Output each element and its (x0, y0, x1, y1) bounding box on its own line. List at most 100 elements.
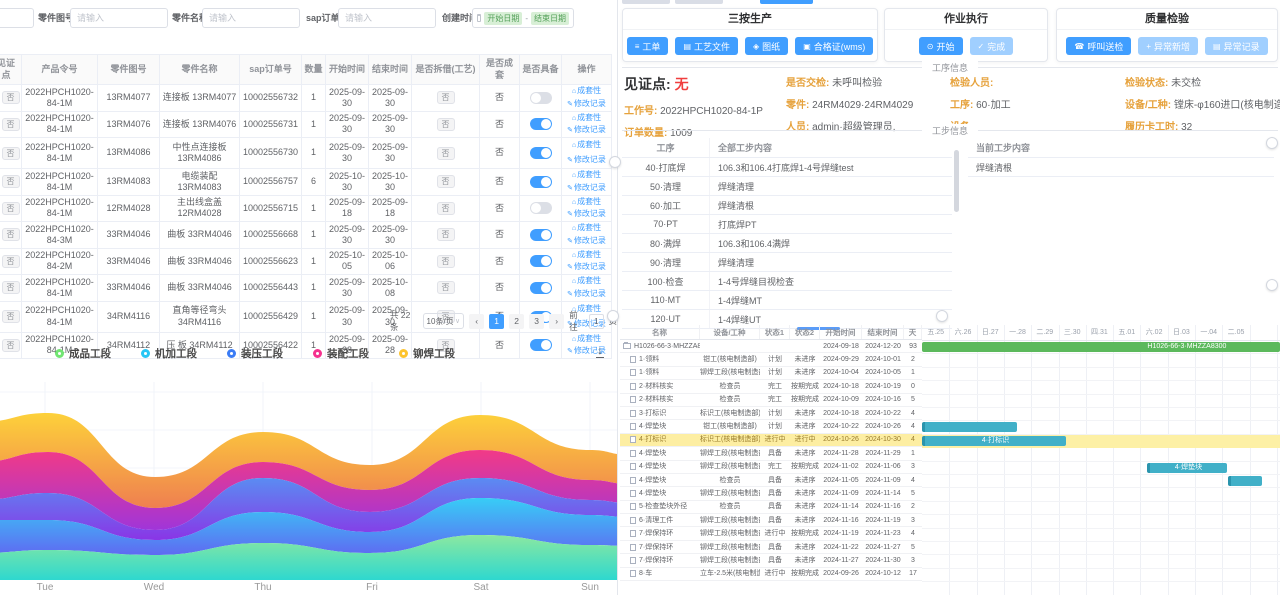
ready-toggle[interactable] (529, 255, 552, 268)
page-size-select[interactable]: 10条/页 ∨ (422, 313, 465, 329)
borrow-chip[interactable]: 否 (436, 338, 455, 352)
splitter-handle-circle[interactable] (609, 156, 621, 168)
ready-toggle[interactable] (529, 202, 552, 215)
legend-item[interactable]: 成品工段 (55, 346, 111, 361)
gantt-task-row[interactable]: H1026-66-3·MHZZA8300 2024-09-18 2024-12-20… (620, 340, 922, 354)
ready-toggle[interactable] (529, 175, 552, 188)
part-no-input[interactable]: 请输入 (70, 8, 168, 28)
button-图纸[interactable]: ◈ 图纸 (745, 37, 789, 55)
legend-item[interactable]: 装压工段 (227, 346, 283, 361)
set-completeness-link[interactable]: ⌂成套性 (571, 86, 602, 95)
modify-log-link[interactable]: ✎修改记录 (567, 155, 606, 165)
set-completeness-link[interactable]: ⌂成套性 (571, 170, 602, 179)
modify-log-link[interactable]: ✎修改记录 (567, 235, 606, 245)
prev-page-button[interactable]: ‹ (469, 313, 485, 329)
set-completeness-link[interactable]: ⌂成套性 (571, 333, 602, 343)
process-step-row[interactable]: 50·清理 焊缝清理 (622, 177, 952, 196)
process-step-row[interactable]: 100·检查 1-4号焊缝目视检查 (622, 272, 952, 291)
gantt-task-row[interactable]: 4·焊垫块 检查员 具备 未进序 2024-11-05 2024-11-09 4 (620, 474, 922, 488)
button-工单[interactable]: ≡ 工单 (626, 37, 669, 55)
ready-toggle[interactable] (529, 228, 552, 241)
set-completeness-link[interactable]: ⌂成套性 (571, 303, 602, 313)
modify-log-link[interactable]: ✎修改记录 (567, 182, 606, 192)
borrow-chip[interactable]: 否 (436, 281, 455, 295)
tab-sliver-1[interactable] (622, 0, 670, 4)
legend-item[interactable]: 机加工段 (141, 346, 197, 361)
gantt-task-row[interactable]: 1·领料 钳工(核电制造部) 计划 未进序 2024-09-29 2024-10-01 2 (620, 353, 922, 367)
splitter-handle-circle[interactable] (1266, 279, 1278, 291)
modify-log-link[interactable]: ✎修改记录 (567, 262, 606, 272)
borrow-chip[interactable]: 否 (436, 228, 455, 242)
legend-item[interactable]: 装配工段 (313, 346, 369, 361)
borrow-chip[interactable]: 否 (436, 175, 455, 189)
ready-toggle[interactable] (529, 118, 552, 131)
horizontal-scrollbar[interactable] (797, 327, 840, 330)
witness-chip[interactable]: 否 (1, 338, 20, 352)
sap-order-input[interactable]: 请输入 (338, 8, 436, 28)
modify-log-link[interactable]: ✎修改记录 (567, 288, 606, 298)
tab-sliver-2[interactable] (675, 0, 723, 4)
gantt-bar-task[interactable] (922, 422, 1017, 433)
witness-chip[interactable]: 否 (1, 146, 20, 160)
ready-toggle[interactable] (529, 91, 552, 104)
cutoff-filter-input[interactable] (0, 8, 34, 28)
process-step-row[interactable]: 80·满焊 106.3和106.4满焊 (622, 234, 952, 253)
set-completeness-link[interactable]: ⌂成套性 (571, 140, 602, 150)
page-button-2[interactable]: 2 (509, 313, 525, 329)
button-合格证(wms)[interactable]: ▣ 合格证(wms) (795, 37, 874, 55)
gantt-task-row[interactable]: 2·材料核实 检查员 完工 按期完成 2024-10-09 2024-10-16 5 (620, 394, 922, 407)
process-step-row[interactable]: 120·UT 1-4焊缝UT (622, 310, 952, 329)
download-icon[interactable]: ↓ (596, 343, 604, 358)
witness-chip[interactable]: 否 (1, 201, 20, 215)
gantt-bar-task[interactable] (1228, 476, 1262, 486)
gantt-task-row[interactable]: 4·焊垫块 钳工(核电制造部) 计划 未进序 2024-10-22 2024-10-26 4 (620, 420, 922, 434)
modify-log-link[interactable]: ✎修改记录 (567, 209, 606, 219)
page-button-3[interactable]: 3 (529, 313, 545, 329)
borrow-chip[interactable]: 否 (436, 201, 455, 215)
gantt-task-row[interactable]: 2·材料核实 检查员 完工 按期完成 2024-10-18 2024-10-19 0 (620, 380, 922, 394)
tab-sliver-active[interactable] (760, 0, 813, 4)
ready-toggle[interactable] (529, 339, 552, 352)
process-step-row[interactable]: 60·加工 焊缝清根 (622, 196, 952, 215)
set-completeness-link[interactable]: ⌂成套性 (571, 223, 602, 232)
button-异常记录[interactable]: ▤ 异常记录 (1205, 37, 1268, 55)
witness-chip[interactable]: 否 (1, 91, 20, 105)
gantt-task-row[interactable]: 4·打标识 标识工(核电制造部) 进行中 进行中 2024-10-26 2024-10-3… (620, 433, 922, 448)
borrow-chip[interactable]: 否 (436, 254, 455, 268)
set-completeness-link[interactable]: ⌂成套性 (571, 196, 602, 206)
witness-chip[interactable]: 否 (1, 228, 20, 242)
date-range-picker[interactable]: 开始日期 - 结束日期 (472, 8, 574, 28)
borrow-chip[interactable]: 否 (436, 91, 455, 105)
borrow-chip[interactable]: 否 (436, 146, 455, 160)
set-completeness-link[interactable]: ⌂成套性 (571, 249, 602, 259)
page-button-1[interactable]: 1 (489, 313, 505, 329)
gantt-task-row[interactable]: 5·检查垫块外径 检查员 具备 未进序 2024-11-14 2024-11-16 2 (620, 501, 922, 515)
legend-item[interactable]: 铆焊工段 (399, 346, 455, 361)
witness-chip[interactable]: 否 (1, 175, 20, 189)
button-开始[interactable]: ⊙ 开始 (918, 37, 963, 55)
vertical-scrollbar[interactable] (954, 150, 959, 212)
button-完成[interactable]: ✓ 完成 (969, 37, 1014, 55)
next-page-button[interactable]: › (549, 313, 565, 329)
process-step-row[interactable]: 110·MT 1-4焊缝MT (622, 291, 952, 310)
modify-log-link[interactable]: ✎修改记录 (567, 98, 606, 108)
process-step-row[interactable]: 90·清理 焊缝清理 (622, 253, 952, 272)
gantt-bar-task[interactable]: 4·打标识 (922, 435, 1066, 446)
set-completeness-link[interactable]: ⌂成套性 (571, 276, 602, 285)
gantt-task-row[interactable]: 3·打标识 标识工(核电制造部) 计划 未进序 2024-10-18 2024-10-22… (620, 407, 922, 421)
modify-log-link[interactable]: ✎修改记录 (567, 125, 606, 135)
button-异常新增[interactable]: + 异常新增 (1138, 37, 1199, 55)
witness-chip[interactable]: 否 (1, 117, 20, 131)
borrow-chip[interactable]: 否 (436, 117, 455, 131)
witness-chip[interactable]: 否 (1, 310, 20, 323)
process-step-row[interactable]: 70·PT 打底焊PT (622, 215, 952, 234)
modify-log-link[interactable]: ✎修改记录 (567, 346, 606, 356)
witness-chip[interactable]: 否 (1, 281, 20, 295)
